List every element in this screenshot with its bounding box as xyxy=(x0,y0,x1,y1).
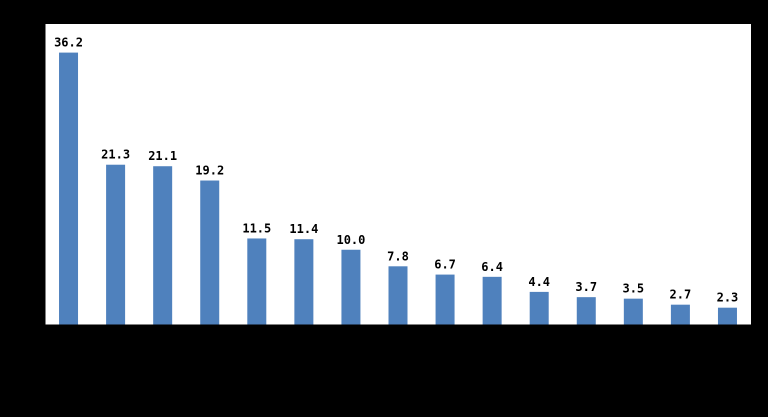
value-label: 21.1 xyxy=(148,149,177,163)
bar xyxy=(59,52,79,325)
bar xyxy=(294,239,314,325)
value-label: 2.3 xyxy=(717,291,739,305)
bar xyxy=(435,274,455,325)
bar xyxy=(247,238,267,325)
bar xyxy=(623,298,643,325)
bar xyxy=(388,266,408,325)
bar xyxy=(106,164,126,325)
bar xyxy=(717,307,737,325)
value-label: 6.4 xyxy=(481,260,503,274)
bar xyxy=(341,249,361,325)
value-label: 6.7 xyxy=(434,258,456,272)
value-label: 3.5 xyxy=(622,282,644,296)
value-label: 19.2 xyxy=(195,164,224,178)
value-label: 7.8 xyxy=(387,249,409,263)
value-label: 4.4 xyxy=(528,275,550,289)
value-label: 11.4 xyxy=(289,222,318,236)
value-label: 36.2 xyxy=(54,36,83,50)
bar xyxy=(482,276,502,325)
value-label: 21.3 xyxy=(101,148,130,162)
bar xyxy=(670,304,690,325)
value-label: 2.7 xyxy=(670,288,692,302)
bar xyxy=(529,291,549,325)
bar xyxy=(200,180,220,325)
value-label: 10.0 xyxy=(336,233,365,247)
bar xyxy=(153,166,173,325)
value-label: 3.7 xyxy=(575,280,597,294)
bar xyxy=(576,297,596,325)
value-label: 11.5 xyxy=(242,221,271,235)
